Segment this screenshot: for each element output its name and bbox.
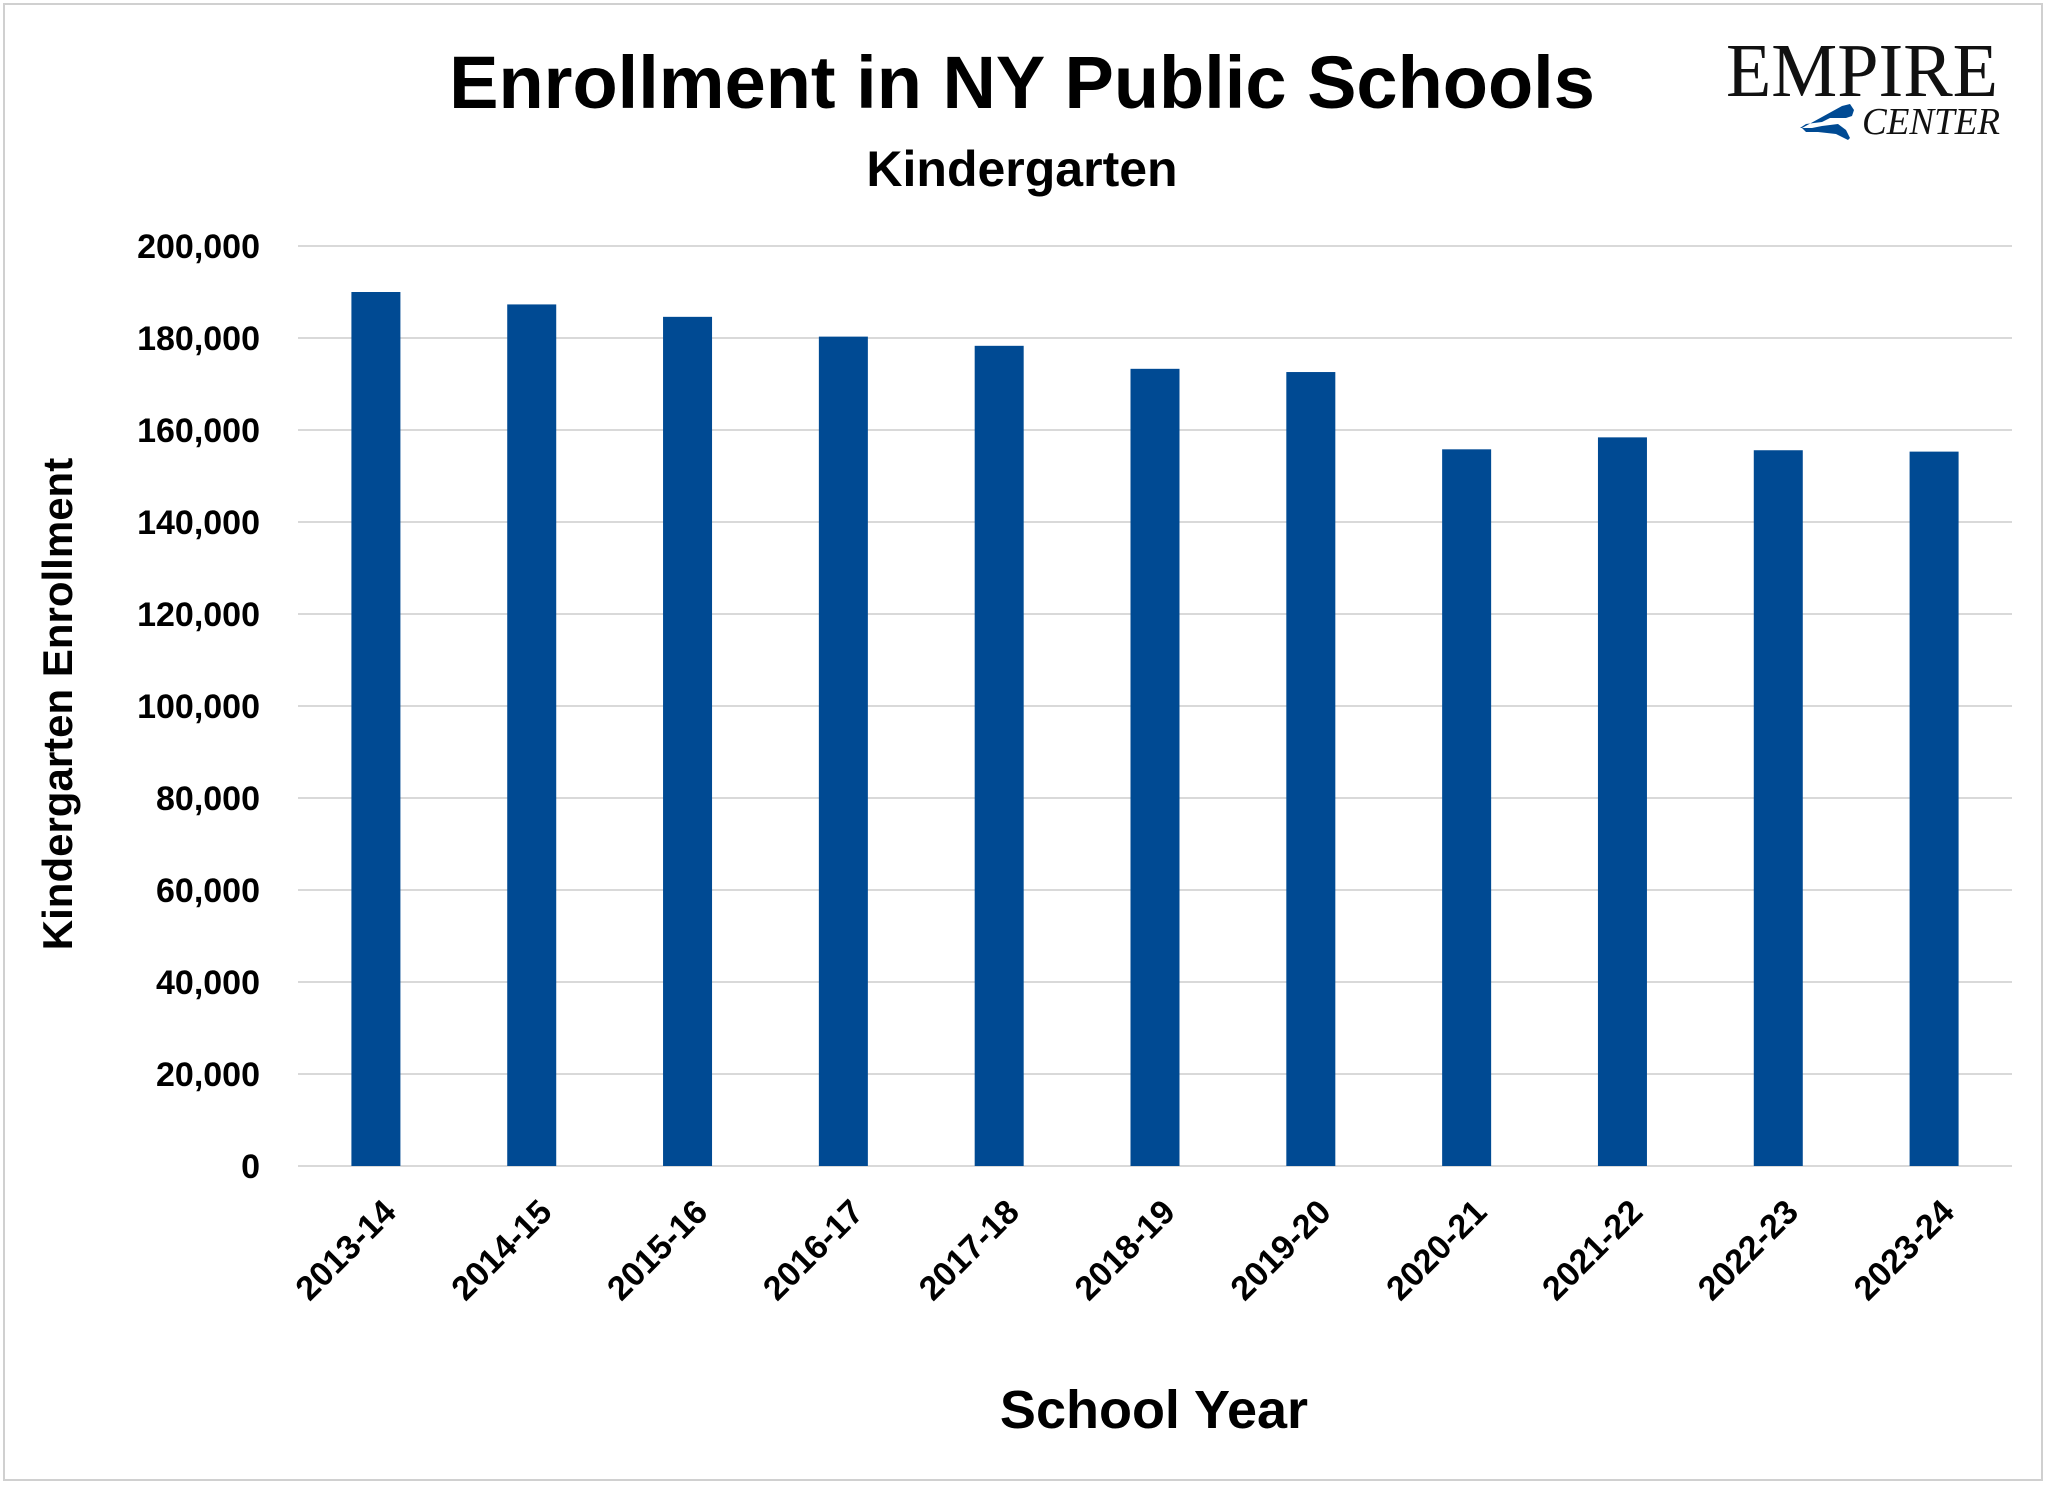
y-tick-label: 140,000 bbox=[137, 504, 260, 542]
y-tick-label: 80,000 bbox=[156, 780, 260, 818]
x-tick-label: 2015-16 bbox=[600, 1193, 715, 1308]
y-tick-label: 40,000 bbox=[156, 964, 260, 1002]
y-tick-label: 60,000 bbox=[156, 872, 260, 910]
bar-2014-15 bbox=[507, 304, 557, 1166]
x-tick-label: 2013-14 bbox=[288, 1193, 403, 1308]
bar-2022-23 bbox=[1753, 450, 1803, 1166]
logo-word-bottom: CENTER bbox=[1862, 101, 2000, 143]
y-tick-label: 180,000 bbox=[137, 320, 260, 358]
bar-2016-17 bbox=[818, 336, 868, 1166]
bar-2015-16 bbox=[663, 316, 713, 1167]
y-tick-label: 160,000 bbox=[137, 412, 260, 450]
y-tick-label: 120,000 bbox=[137, 596, 260, 634]
bar-2013-14 bbox=[351, 292, 401, 1166]
y-tick-labels: 0 20,000 40,000 60,000 80,000 100,000 120,000 1… bbox=[137, 228, 260, 1186]
y-axis-label: Kindergarten Enrollment bbox=[34, 458, 81, 950]
x-tick-label: 2016-17 bbox=[756, 1193, 871, 1308]
y-tick-label: 100,000 bbox=[137, 688, 260, 726]
bar-2019-20 bbox=[1286, 372, 1336, 1166]
new-york-state-icon bbox=[1800, 104, 1854, 140]
x-tick-label: 2018-19 bbox=[1068, 1193, 1183, 1308]
x-tick-label: 2017-18 bbox=[912, 1193, 1027, 1308]
y-tick-label: 200,000 bbox=[137, 228, 260, 266]
bars bbox=[351, 292, 1959, 1167]
x-tick-label: 2020-21 bbox=[1379, 1193, 1494, 1308]
x-tick-label: 2019-20 bbox=[1223, 1193, 1338, 1308]
chart-subtitle: Kindergarten bbox=[866, 141, 1177, 197]
x-tick-labels: 2013-14 2014-15 2015-16 2016-17 2017-18 2018-… bbox=[288, 1193, 1961, 1308]
x-tick-label: 2021-22 bbox=[1535, 1193, 1650, 1308]
bar-2020-21 bbox=[1442, 449, 1492, 1166]
y-tick-label: 20,000 bbox=[156, 1056, 260, 1094]
bar-2021-22 bbox=[1597, 437, 1647, 1166]
bar-2018-19 bbox=[1130, 368, 1180, 1166]
x-tick-label: 2022-23 bbox=[1691, 1193, 1806, 1308]
y-tick-label: 0 bbox=[241, 1148, 260, 1186]
x-tick-label: 2023-24 bbox=[1847, 1193, 1962, 1308]
bar-2017-18 bbox=[974, 345, 1024, 1166]
logo-word-top: EMPIRE bbox=[1726, 29, 1998, 113]
bar-2023-24 bbox=[1909, 451, 1959, 1166]
chart-title: Enrollment in NY Public Schools bbox=[449, 41, 1595, 124]
x-tick-label: 2014-15 bbox=[444, 1193, 559, 1308]
x-axis-label: School Year bbox=[1000, 1380, 1308, 1440]
empire-center-logo: EMPIRE CENTER bbox=[1726, 29, 2000, 143]
